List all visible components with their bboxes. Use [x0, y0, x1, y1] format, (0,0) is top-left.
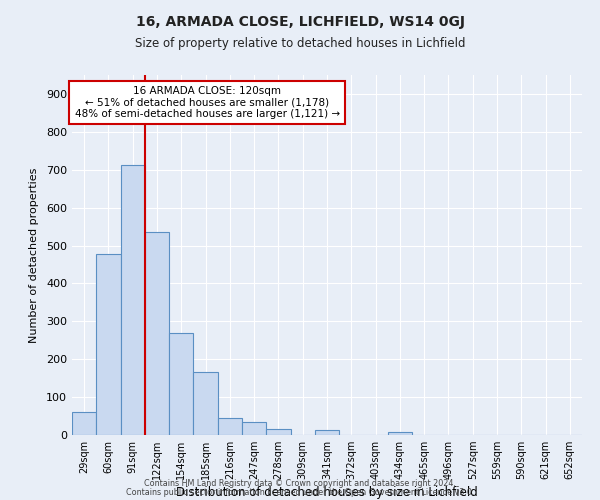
Bar	[145, 232, 169, 435]
Bar	[96, 254, 121, 435]
Bar	[169, 334, 193, 435]
Bar	[193, 372, 218, 435]
Y-axis label: Number of detached properties: Number of detached properties	[29, 168, 39, 342]
Bar	[72, 412, 96, 435]
X-axis label: Distribution of detached houses by size in Lichfield: Distribution of detached houses by size …	[176, 486, 478, 500]
Bar	[121, 165, 145, 435]
Text: 16 ARMADA CLOSE: 120sqm
← 51% of detached houses are smaller (1,178)
48% of semi: 16 ARMADA CLOSE: 120sqm ← 51% of detache…	[74, 86, 340, 119]
Bar	[218, 418, 242, 435]
Text: Size of property relative to detached houses in Lichfield: Size of property relative to detached ho…	[135, 38, 465, 51]
Bar	[388, 432, 412, 435]
Text: Contains HM Land Registry data © Crown copyright and database right 2024.: Contains HM Land Registry data © Crown c…	[144, 479, 456, 488]
Bar	[315, 430, 339, 435]
Bar	[266, 430, 290, 435]
Bar	[242, 422, 266, 435]
Text: 16, ARMADA CLOSE, LICHFIELD, WS14 0GJ: 16, ARMADA CLOSE, LICHFIELD, WS14 0GJ	[136, 15, 464, 29]
Text: Contains public sector information licensed under the Open Government Licence v3: Contains public sector information licen…	[126, 488, 474, 497]
